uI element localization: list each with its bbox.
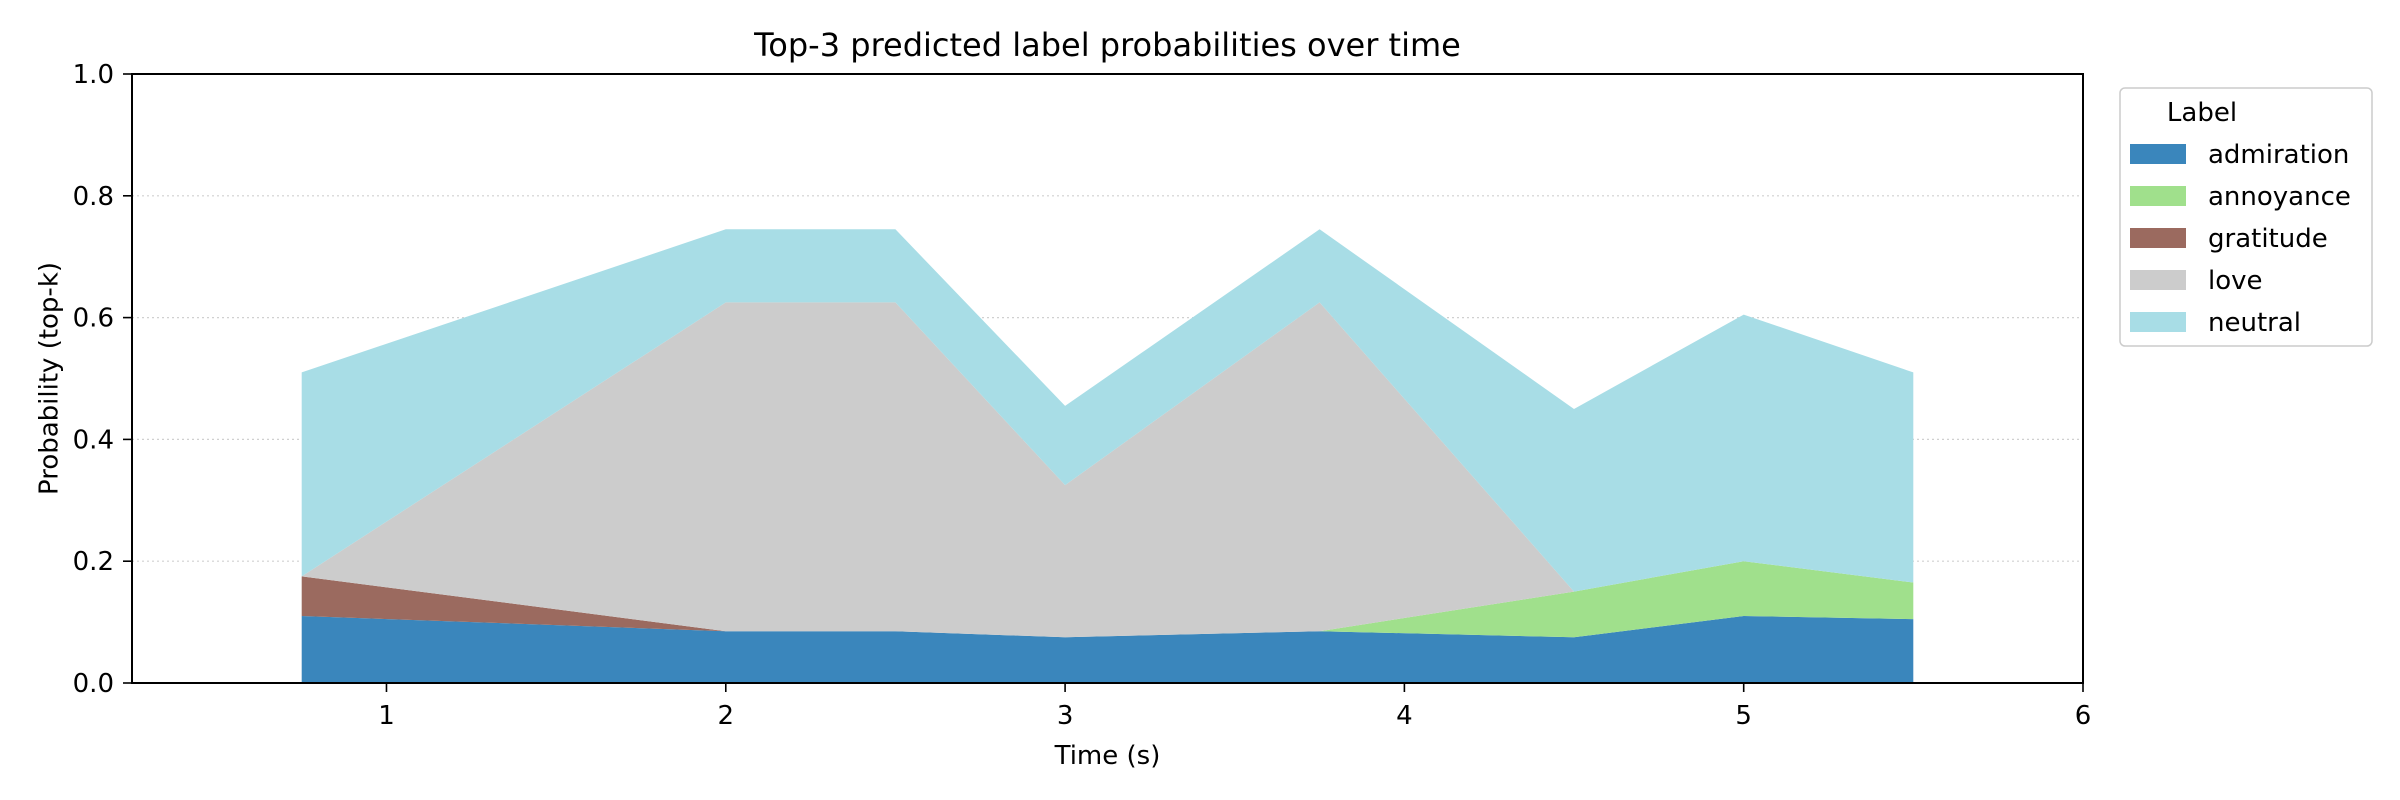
legend-swatch-gratitude — [2130, 228, 2186, 248]
legend-label-admiration: admiration — [2208, 140, 2349, 170]
area-love — [301, 302, 1914, 638]
x-tick-label: 3 — [1057, 701, 1074, 731]
y-tick-label: 1.0 — [73, 60, 114, 90]
legend-swatch-admiration — [2130, 144, 2186, 164]
legend-label-neutral: neutral — [2208, 308, 2301, 338]
x-axis-title: Time (s) — [1054, 741, 1161, 771]
legend: Label admiration annoyance gratitude love ne… — [2119, 87, 2373, 347]
legend-title: Label — [2167, 98, 2237, 128]
legend-swatch-annoyance — [2130, 186, 2186, 206]
plot-frame — [131, 73, 2084, 684]
legend-swatch-neutral — [2130, 312, 2186, 332]
series-areas — [301, 229, 1914, 683]
area-admiration — [301, 616, 1914, 683]
chart-title: Top-3 predicted label probabilities over… — [753, 26, 1461, 64]
x-tick-label: 1 — [378, 701, 395, 731]
y-axis: 0.0 0.2 0.4 0.6 0.8 1.0 — [73, 60, 132, 699]
legend-label-annoyance: annoyance — [2208, 182, 2351, 212]
x-tick-label: 4 — [1396, 701, 1413, 731]
x-tick-label: 2 — [718, 701, 735, 731]
y-tick-label: 0.4 — [73, 425, 114, 455]
y-tick-label: 0.0 — [73, 669, 114, 699]
x-axis: 1 2 3 4 5 6 — [378, 683, 2091, 731]
y-tick-label: 0.2 — [73, 547, 114, 577]
x-tick-label: 6 — [2075, 701, 2092, 731]
y-tick-label: 0.8 — [73, 182, 114, 212]
area-annoyance — [301, 561, 1914, 638]
legend-label-gratitude: gratitude — [2208, 224, 2328, 254]
x-tick-label: 5 — [1735, 701, 1752, 731]
y-axis-title: Probability (top-k) — [35, 262, 65, 495]
legend-label-love: love — [2208, 266, 2263, 296]
legend-swatch-love — [2130, 270, 2186, 290]
area-neutral — [301, 229, 1914, 592]
y-tick-label: 0.6 — [73, 304, 114, 334]
